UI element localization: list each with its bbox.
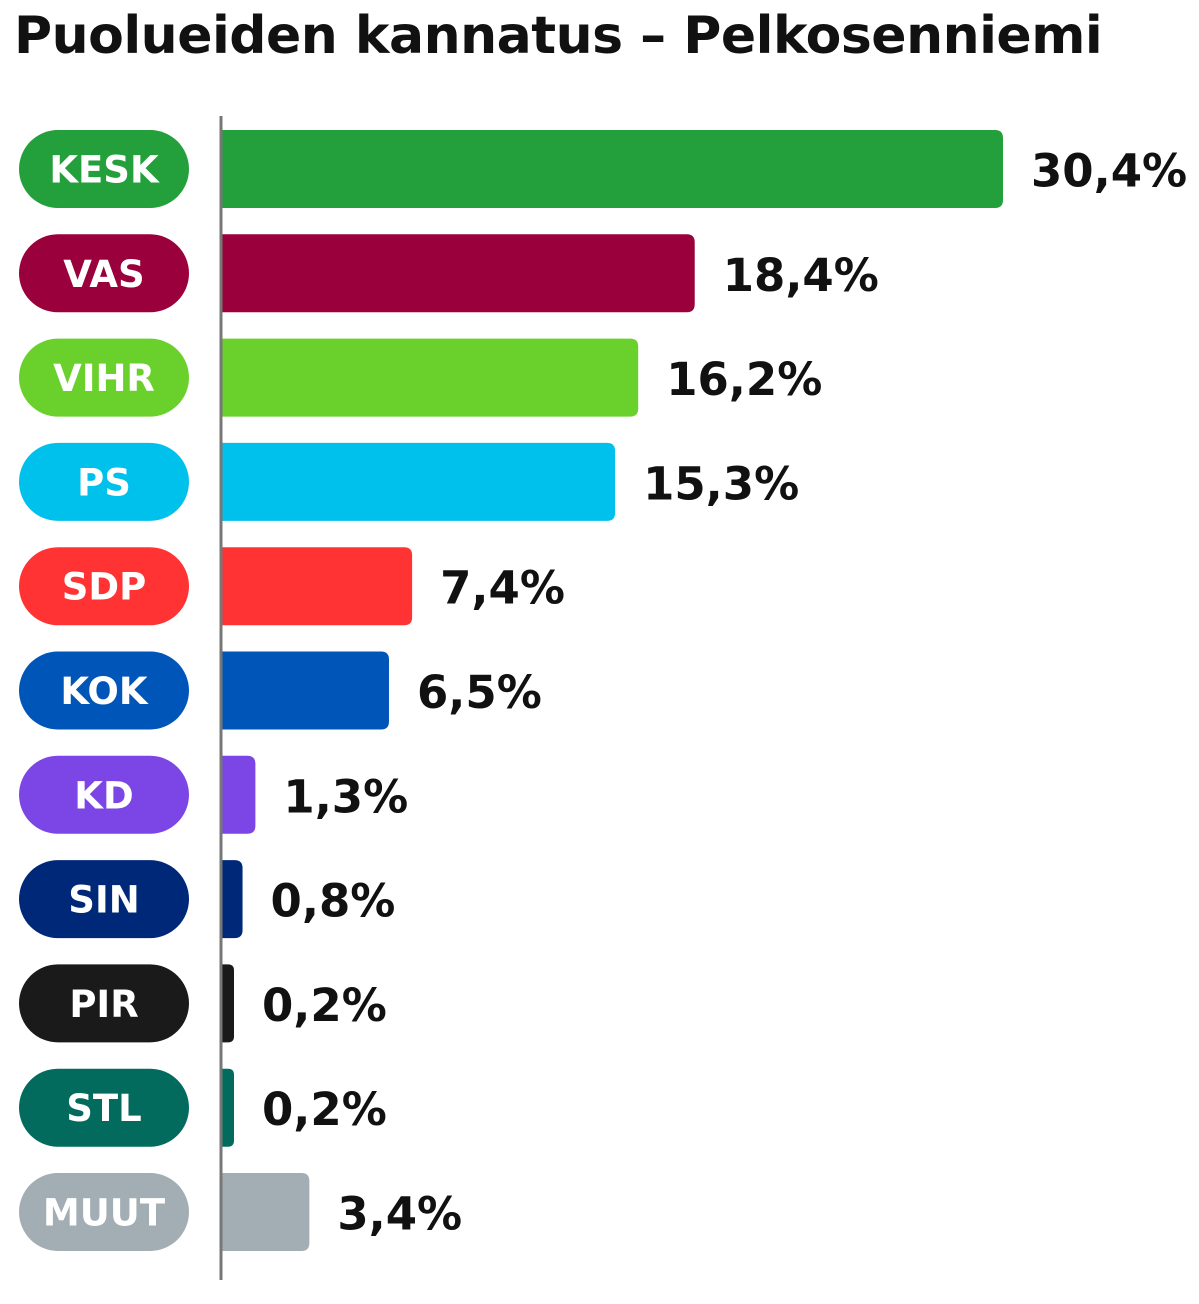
bars-layer: KESK 30,4% VAS 18,4% VIHR 16,2% PS 15,3% SDP 7,4%… — [19, 130, 1187, 1251]
category-label-vas: VAS — [63, 253, 144, 296]
value-label-vihr: 16,2% — [666, 353, 822, 406]
party-pill-vihr — [19, 338, 189, 417]
party-pill-kesk — [19, 130, 189, 208]
party-pill-sin — [19, 860, 189, 939]
value-label-pir: 0,2% — [262, 979, 387, 1032]
bar-pir — [222, 964, 234, 1043]
bar-muut — [222, 1173, 310, 1251]
party-pill-kok — [19, 651, 189, 730]
bar-kd — [222, 755, 256, 834]
value-label-kesk: 30,4% — [1031, 145, 1187, 198]
value-label-kd: 1,3% — [283, 770, 408, 823]
bar-stl — [222, 1068, 234, 1147]
bar-kok — [222, 651, 389, 730]
party-pill-pir — [19, 964, 189, 1043]
value-label-sdp: 7,4% — [440, 562, 565, 615]
value-label-vas: 18,4% — [723, 249, 879, 302]
value-label-muut: 3,4% — [337, 1188, 462, 1241]
category-label-kesk: KESK — [49, 149, 160, 192]
category-label-ps: PS — [77, 461, 131, 504]
value-label-sin: 0,8% — [271, 875, 396, 928]
bar-sdp — [222, 547, 413, 626]
category-label-kd: KD — [74, 774, 133, 817]
category-label-sdp: SDP — [62, 566, 146, 609]
party-pill-ps — [19, 442, 189, 521]
party-pill-muut — [19, 1173, 189, 1251]
category-label-sin: SIN — [68, 879, 139, 922]
bar-vas — [222, 234, 695, 313]
category-label-kok: KOK — [60, 670, 148, 713]
category-label-vihr: VIHR — [53, 357, 155, 400]
bar-vihr — [222, 338, 639, 417]
category-label-pir: PIR — [69, 983, 138, 1026]
category-label-muut: MUUT — [43, 1192, 166, 1235]
bar-kesk — [222, 130, 1003, 208]
party-pill-stl — [19, 1068, 189, 1147]
bar-ps — [222, 442, 616, 521]
party-pill-kd — [19, 755, 189, 834]
value-label-ps: 15,3% — [643, 457, 799, 510]
party-pill-sdp — [19, 547, 189, 626]
party-pill-vas — [19, 234, 189, 313]
category-label-stl: STL — [66, 1087, 141, 1130]
chart-title: Puolueiden kannatus – Pelkosenniemi — [14, 6, 1103, 66]
bar-sin — [222, 860, 243, 939]
value-label-kok: 6,5% — [417, 666, 542, 719]
value-label-stl: 0,2% — [262, 1083, 387, 1136]
